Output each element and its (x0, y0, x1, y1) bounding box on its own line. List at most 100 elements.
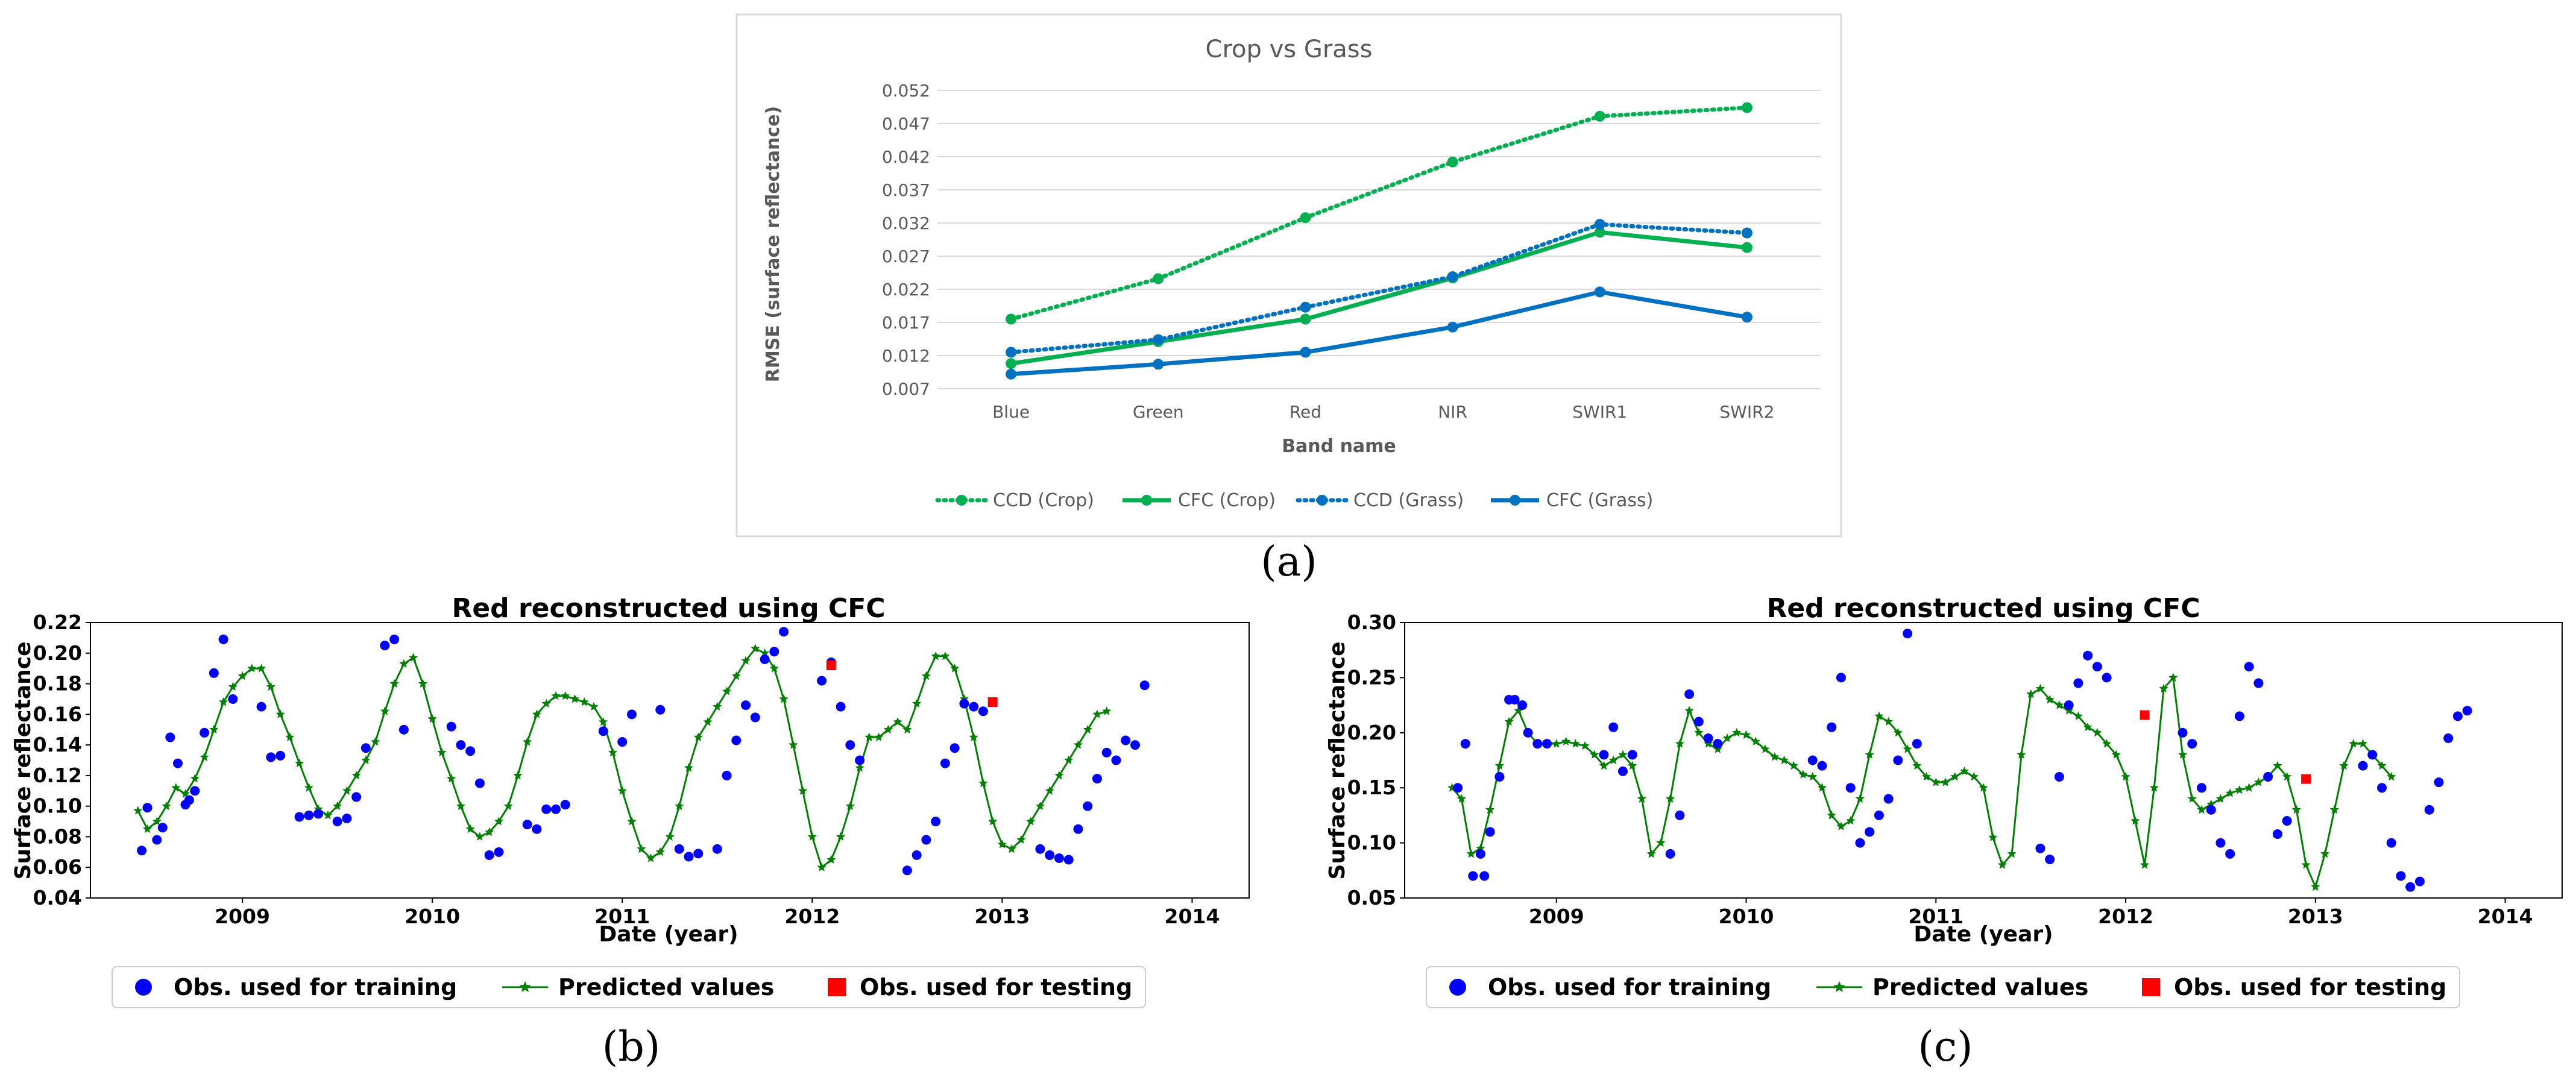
chart-b-title: Red reconstructed using CFC (452, 593, 885, 624)
chart-b-predicted-point (142, 824, 153, 833)
chart-a-ytick-label: 0.042 (882, 147, 930, 167)
chart-b-predicted-point (456, 801, 465, 811)
chart-c-legend-training-label: Obs. used for training (1488, 974, 1771, 1000)
chart-b-predicted-point (380, 706, 389, 715)
chart-a-point (1300, 313, 1311, 325)
chart-c-predicted-point (1874, 711, 1884, 720)
chart-c-predicted-point (1599, 761, 1609, 770)
chart-c-predicted-point (1846, 816, 1856, 825)
chart-a-xlabel: Band name (1282, 436, 1396, 457)
chart-a-point (1447, 271, 1458, 283)
chart-c-training-point (1542, 739, 1552, 749)
chart-a-point (1153, 334, 1164, 345)
chart-b-predicted-point (257, 664, 266, 673)
chart-b-predicted-point (247, 664, 257, 673)
chart-c-training-point (1883, 794, 1894, 804)
chart-b-training-point (779, 627, 789, 637)
chart-c-predicted-point (2017, 750, 2026, 759)
chart-c-predicted-point (2225, 788, 2235, 797)
chart-a-ytick-label: 0.052 (882, 81, 930, 101)
chart-a-ytick-label: 0.032 (882, 213, 930, 233)
chart-c-ytick-label: 0.20 (1347, 721, 1396, 744)
chart-b-training-point (522, 820, 532, 830)
chart-b-predicted-point (684, 763, 694, 772)
chart-c-training-point (1865, 827, 1875, 837)
chart-b-ytick-label: 0.10 (33, 794, 82, 818)
chart-b-ytick-label: 0.08 (33, 824, 82, 848)
chart-a-gridlines (937, 90, 1821, 389)
chart-b-predicted-point (1064, 755, 1074, 764)
chart-b-predicted-point (532, 709, 542, 718)
chart-a-x-ticks: Blue Green Red NIR SWIR1 SWIR2 (992, 402, 1774, 422)
chart-b-predicted-point (741, 656, 751, 665)
chart-c-predicted-point (2235, 785, 2244, 794)
chart-c-predicted-point (1485, 805, 1495, 814)
chart-b-training-point (921, 835, 931, 845)
chart-b-training-point (190, 786, 200, 796)
chart-b-plot: 0.04 0.06 0.08 0.10 0.12 0.14 0.16 0.18 0.20 0.22… (33, 611, 1250, 928)
chart-a-ytick-label: 0.022 (882, 280, 930, 300)
chart-c-training-point (1599, 750, 1609, 760)
chart-b-predicted-point (570, 694, 580, 703)
chart-b-training-point (949, 743, 960, 753)
chart-c-training-point (2064, 700, 2074, 711)
chart-c-training-point (2054, 771, 2064, 782)
chart-a-legend-label: CCD (Crop) (993, 490, 1094, 511)
chart-b-ytick-label: 0.18 (33, 672, 82, 695)
chart-c-predicted-point (2273, 761, 2282, 770)
chart-c-predicted-point (1817, 783, 1827, 792)
chart-b-predicted-point (931, 651, 940, 661)
chart-b-predicted-point (969, 732, 978, 741)
chart-c-predicted-point (2168, 673, 2178, 682)
chart-a-ytick-label: 0.037 (882, 180, 930, 200)
chart-c-training-point (1827, 722, 1837, 732)
chart-b-predicted-point (637, 844, 646, 853)
chart-b-training-point (380, 641, 390, 651)
chart-a-legend-marker (1141, 495, 1152, 506)
chart-b-predicted-point (703, 717, 713, 726)
chart-a-xtick-label: Red (1290, 402, 1321, 422)
chart-a-point (1741, 227, 1752, 239)
chart-c-training-point (1510, 694, 1520, 705)
chart-b-predicted-point (1054, 770, 1064, 780)
chart-c-predicted-point (1637, 794, 1647, 803)
chart-b-predicted-point (351, 770, 361, 780)
chart-b-ytick-label: 0.12 (33, 764, 82, 787)
chart-c-ytick-label: 0.05 (1347, 886, 1396, 909)
chart-b-predicted-point (209, 724, 219, 734)
chart-c-predicted-point (1836, 821, 1846, 830)
chart-c-predicted-point (1997, 860, 2008, 869)
chart-b-training-point (931, 817, 941, 827)
chart-b-predicted-point (599, 717, 608, 726)
chart-c-predicted-point (1514, 706, 1523, 715)
chart-c-training-point (1475, 849, 1485, 859)
chart-b-predicted-point (1083, 724, 1092, 734)
chart-b-training-point (304, 810, 314, 820)
chart-c-training-point (2434, 777, 2444, 788)
chart-c-training-point (2215, 838, 2226, 848)
chart-c-training-point (1713, 739, 1723, 749)
chart-c-legend-testing-marker (2142, 978, 2160, 996)
chart-b-predicted-point (447, 774, 456, 783)
chart-b-training-point (1092, 773, 1102, 783)
chart-c-predicted-point (1722, 733, 1732, 742)
chart-c-predicted-line (1451, 675, 2392, 890)
chart-b-predicted-point (162, 801, 171, 811)
chart-b-predicted-point (200, 752, 209, 761)
chart-b-training-point (550, 804, 561, 814)
chart-c-predicted-point (1684, 706, 1694, 715)
chart-b-training-point (1073, 824, 1083, 834)
chart-b-training-point (1101, 747, 1112, 758)
chart-b-training-point (172, 758, 183, 768)
chart-b-predicted-point (541, 698, 551, 708)
chart-b-predicted-point (1026, 817, 1036, 826)
chart-b-predicted-point (371, 737, 380, 746)
chart-b-predicted-point (731, 671, 741, 680)
chart-a-point (1153, 273, 1164, 284)
chart-b-predicted-point (475, 832, 485, 841)
chart-a-series-line-1 (1010, 230, 1748, 366)
chart-b-predicted-point (807, 832, 817, 841)
chart-b-predicted-point (190, 774, 200, 783)
chart-a-y-ticks: 0.007 0.012 0.017 0.022 0.027 0.032 0.037 0.042… (882, 81, 930, 399)
chart-b-training-point (969, 702, 979, 712)
